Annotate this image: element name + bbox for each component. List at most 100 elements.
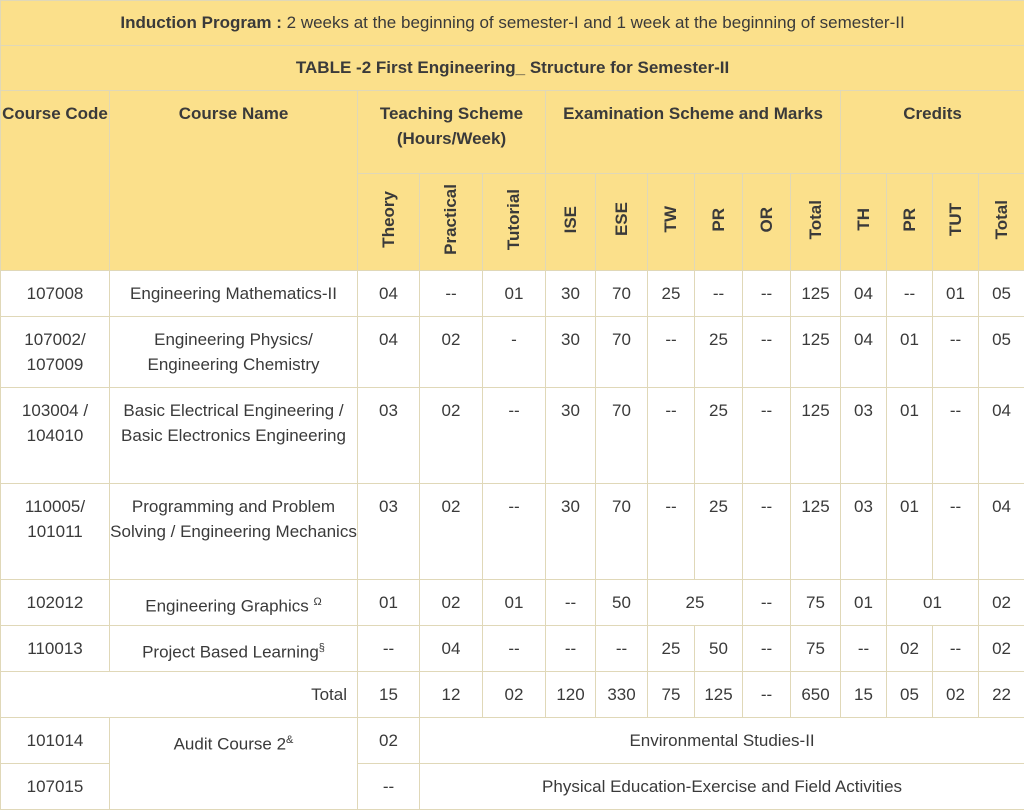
cell: -- xyxy=(483,626,546,672)
cell: 25 xyxy=(695,388,743,484)
cell: 05 xyxy=(979,317,1024,388)
cell: 01 xyxy=(887,388,933,484)
table-row: 110005/ 101011 Programming and Problem S… xyxy=(1,484,1024,580)
cell-tw-pr: 25 xyxy=(648,580,743,626)
cell: -- xyxy=(743,626,791,672)
cell: 70 xyxy=(596,484,648,580)
course-name: Engineering Mathematics-II xyxy=(110,271,358,317)
cell: -- xyxy=(648,484,695,580)
course-code: 101014 xyxy=(1,718,110,764)
cell: 70 xyxy=(596,271,648,317)
cell: 02 xyxy=(933,672,979,718)
table-row: 110013 Project Based Learning§ -- 04 -- … xyxy=(1,626,1024,672)
cell: 02 xyxy=(979,580,1024,626)
subheader-cell: PR xyxy=(695,174,743,271)
cell: 125 xyxy=(791,388,841,484)
cell: 01 xyxy=(841,580,887,626)
subheader-tutorial: Tutorial xyxy=(504,189,524,250)
course-code: 110013 xyxy=(1,626,110,672)
table-row: 107002/ 107009 Engineering Physics/ Engi… xyxy=(1,317,1024,388)
cell: -- xyxy=(648,388,695,484)
cell: 75 xyxy=(648,672,695,718)
cell: 22 xyxy=(979,672,1024,718)
subheader-practical: Practical xyxy=(441,184,461,255)
subheader-ise: ISE xyxy=(561,206,581,233)
cell: -- xyxy=(483,388,546,484)
cell: 30 xyxy=(546,317,596,388)
cell: -- xyxy=(743,271,791,317)
audit-activity: Environmental Studies-II xyxy=(420,718,1024,764)
cell: 75 xyxy=(791,626,841,672)
course-name: Engineering Physics/ Engineering Chemist… xyxy=(110,317,358,388)
cell: -- xyxy=(743,672,791,718)
cell: -- xyxy=(933,484,979,580)
cell: 30 xyxy=(546,484,596,580)
cell: 02 xyxy=(420,484,483,580)
subheader-credit-pr: PR xyxy=(900,208,920,232)
course-name-text: Project Based Learning xyxy=(142,643,319,662)
induction-label: Induction Program : xyxy=(120,13,282,32)
header-course-code: Course Code xyxy=(1,91,110,271)
course-name: Basic Electrical Engineering / Basic Ele… xyxy=(110,388,358,484)
subheader-pr: PR xyxy=(709,208,729,232)
course-code: 110005/ 101011 xyxy=(1,484,110,580)
table-title: TABLE -2 First Engineering_ Structure fo… xyxy=(1,46,1024,91)
cell: -- xyxy=(546,580,596,626)
subheader-cell: Practical xyxy=(420,174,483,271)
cell: 12 xyxy=(420,672,483,718)
induction-text: 2 weeks at the beginning of semester-I a… xyxy=(282,13,905,32)
course-code: 107002/ 107009 xyxy=(1,317,110,388)
cell: 01 xyxy=(358,580,420,626)
course-code: 102012 xyxy=(1,580,110,626)
table-title-row: TABLE -2 First Engineering_ Structure fo… xyxy=(1,46,1024,91)
cell: 15 xyxy=(358,672,420,718)
subheader-theory: Theory xyxy=(379,191,399,248)
cell: 04 xyxy=(979,388,1024,484)
cell: 25 xyxy=(648,271,695,317)
cell: -- xyxy=(695,271,743,317)
subheader-th: TH xyxy=(854,208,874,231)
subheader-cell: TUT xyxy=(933,174,979,271)
subheader-cell: ISE xyxy=(546,174,596,271)
cell: 03 xyxy=(841,388,887,484)
header-credits: Credits xyxy=(841,91,1024,174)
cell: -- xyxy=(841,626,887,672)
cell: 02 xyxy=(420,580,483,626)
cell: 01 xyxy=(887,317,933,388)
cell: -- xyxy=(358,764,420,810)
header-row: Course Code Course Name Teaching Scheme … xyxy=(1,91,1024,174)
cell: -- xyxy=(743,580,791,626)
cell: 30 xyxy=(546,271,596,317)
subheader-cell: TW xyxy=(648,174,695,271)
subheader-cell: Total xyxy=(979,174,1024,271)
cell: 50 xyxy=(695,626,743,672)
course-code: 107008 xyxy=(1,271,110,317)
audit-name-text: Audit Course 2 xyxy=(174,735,286,754)
cell: 01 xyxy=(933,271,979,317)
cell: 04 xyxy=(841,317,887,388)
cell: 125 xyxy=(791,271,841,317)
subheader-cell: OR xyxy=(743,174,791,271)
cell: 04 xyxy=(420,626,483,672)
cell: -- xyxy=(933,626,979,672)
cell: 125 xyxy=(695,672,743,718)
induction-row: Induction Program : 2 weeks at the begin… xyxy=(1,1,1024,46)
cell: -- xyxy=(933,317,979,388)
subheader-or: OR xyxy=(757,207,777,233)
cell: -- xyxy=(743,317,791,388)
cell: -- xyxy=(887,271,933,317)
table-row: 107008 Engineering Mathematics-II 04 -- … xyxy=(1,271,1024,317)
subheader-credit-total: Total xyxy=(992,200,1012,239)
cell: 02 xyxy=(979,626,1024,672)
cell: 03 xyxy=(358,388,420,484)
cell: 125 xyxy=(791,317,841,388)
subheader-cell: TH xyxy=(841,174,887,271)
subheader-tw: TW xyxy=(661,206,681,232)
cell: 650 xyxy=(791,672,841,718)
cell: -- xyxy=(743,484,791,580)
cell: 04 xyxy=(358,271,420,317)
cell: 05 xyxy=(979,271,1024,317)
cell: 02 xyxy=(887,626,933,672)
subheader-cell: Total xyxy=(791,174,841,271)
header-course-name: Course Name xyxy=(110,91,358,271)
